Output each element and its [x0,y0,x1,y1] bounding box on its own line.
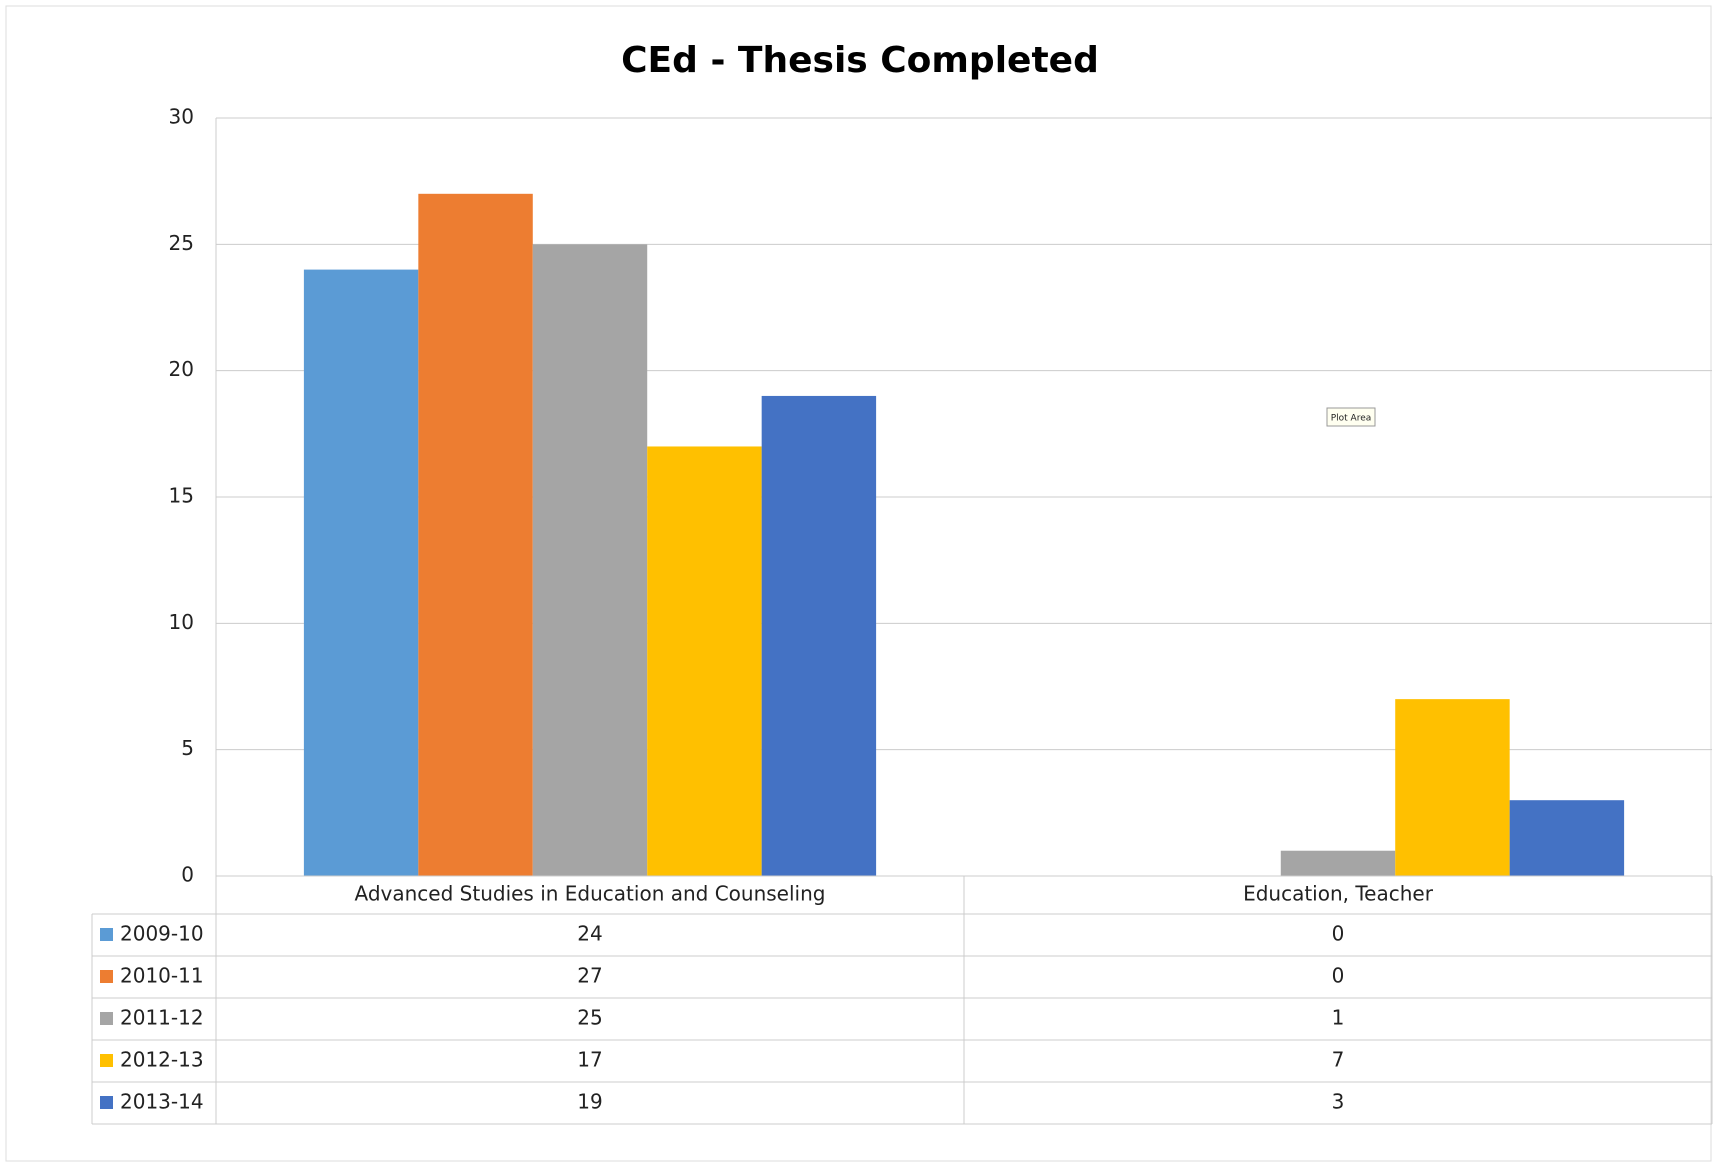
tooltip-text: Plot Area [1331,414,1372,424]
x-tick-label: Advanced Studies in Education and Counse… [355,882,826,906]
legend-label: 2013-14 [120,1090,204,1114]
tooltip-box [1326,407,1376,427]
table-value: 0 [1332,922,1345,946]
y-tick-label: 15 [169,484,194,508]
table-value: 7 [1332,1048,1345,1072]
y-tick-label: 20 [169,357,194,381]
y-tick-label: 0 [181,863,194,887]
chart-title: CEd - Thesis Completed [621,40,1099,81]
legend-label: 2010-11 [120,964,204,988]
bar [1395,699,1510,876]
table-value: 0 [1332,964,1345,988]
x-tick-label: Education, Teacher [1243,882,1434,906]
legend-label: 2011-12 [120,1006,204,1030]
legend-swatch [100,1054,113,1067]
legend-label: 2012-13 [120,1048,204,1072]
legend-swatch [100,970,113,983]
legend-swatch [100,1096,113,1109]
table-value: 25 [577,1006,602,1030]
bar [532,244,648,877]
bar [303,269,419,877]
y-tick-label: 30 [169,105,194,129]
table-value: 3 [1332,1090,1345,1114]
bar [1280,850,1396,876]
legend-label: 2009-10 [120,922,204,946]
bar [761,395,877,876]
bar [1509,800,1625,876]
table-value: 24 [577,922,602,946]
legend-swatch [100,1012,113,1025]
y-tick-label: 10 [169,610,194,634]
table-value: 27 [577,964,602,988]
legend-swatch [100,928,113,941]
bar [647,446,762,876]
table-value: 17 [577,1048,602,1072]
bar [418,193,533,877]
chart-border [5,5,1712,1162]
table-value: 1 [1332,1006,1345,1030]
table-value: 19 [577,1090,602,1114]
y-tick-label: 5 [181,736,194,760]
y-tick-label: 25 [169,231,194,255]
